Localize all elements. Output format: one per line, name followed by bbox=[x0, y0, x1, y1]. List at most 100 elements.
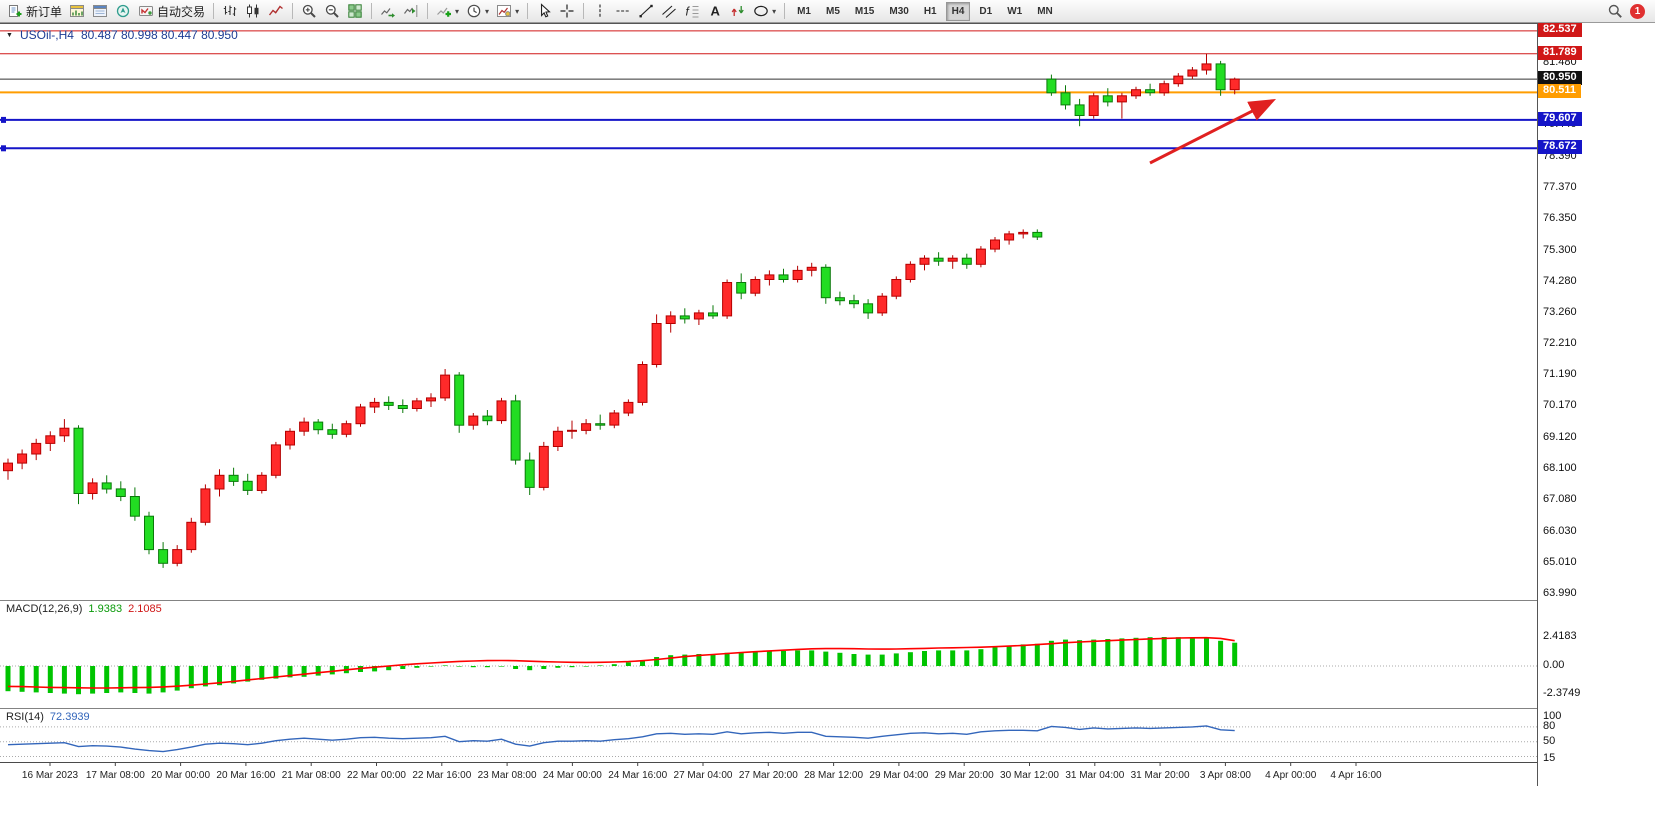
new-order-button-label: 新订单 bbox=[26, 4, 63, 19]
price-axis[interactable]: 81.48079.44078.39077.37076.35075.30074.2… bbox=[1537, 22, 1655, 786]
macd-main-value: 1.9383 bbox=[88, 603, 123, 615]
fibonacci-button[interactable]: f bbox=[681, 1, 703, 21]
macd-panel[interactable]: MACD(12,26,9) 1.9383 2.1085 bbox=[0, 600, 1537, 708]
shapes-button[interactable]: ▾ bbox=[750, 1, 779, 21]
arrows-button[interactable] bbox=[727, 1, 749, 21]
trend-arrow-annotation[interactable] bbox=[1149, 98, 1277, 165]
chevron-down-icon[interactable]: ▾ bbox=[772, 6, 777, 16]
chart-workspace: ▼ USOil-,H4 80.487 80.998 80.447 80.950 … bbox=[0, 22, 1655, 786]
toolbar-separator bbox=[527, 3, 529, 19]
rsi-panel[interactable]: RSI(14) 72.3939 bbox=[0, 708, 1537, 762]
price-axis-label: 70.170 bbox=[1543, 399, 1577, 412]
candlestick-chart-button[interactable] bbox=[242, 1, 264, 21]
fibonacci-icon: f bbox=[684, 3, 700, 19]
price-chart-panel[interactable]: ▼ USOil-,H4 80.487 80.998 80.447 80.950 bbox=[0, 23, 1537, 600]
text-button[interactable]: A bbox=[704, 1, 726, 21]
auto-scroll-button[interactable] bbox=[377, 1, 399, 21]
channel-button[interactable] bbox=[658, 1, 680, 21]
chart-window-button[interactable] bbox=[66, 1, 88, 21]
time-label: 17 Mar 08:00 bbox=[86, 770, 145, 781]
navigator-icon bbox=[115, 3, 131, 19]
price-chart[interactable] bbox=[0, 24, 1537, 599]
trendline-button[interactable] bbox=[635, 1, 657, 21]
indicators-button[interactable]: ▾ bbox=[433, 1, 462, 21]
market-watch-button[interactable] bbox=[89, 1, 111, 21]
bar-chart-icon bbox=[222, 3, 238, 19]
line-chart-button[interactable] bbox=[265, 1, 287, 21]
timeframe-h1-button[interactable]: H1 bbox=[923, 5, 937, 17]
crosshair-button[interactable] bbox=[556, 1, 578, 21]
time-label: 22 Mar 16:00 bbox=[412, 770, 471, 781]
macd-label: MACD(12,26,9) bbox=[6, 603, 83, 615]
time-label: 27 Mar 04:00 bbox=[674, 770, 733, 781]
timeframe-mn-button[interactable]: MN bbox=[1037, 5, 1053, 17]
svg-text:A: A bbox=[711, 4, 721, 19]
notification-badge[interactable]: 1 bbox=[1630, 3, 1645, 19]
price-axis-label: 71.190 bbox=[1543, 368, 1577, 381]
zoom-in-icon bbox=[301, 3, 317, 19]
templates-button[interactable]: ▾ bbox=[493, 1, 522, 21]
timeframe-m1-button[interactable]: M1 bbox=[797, 5, 811, 17]
time-label: 3 Apr 08:00 bbox=[1200, 770, 1252, 781]
chevron-down-icon[interactable]: ▾ bbox=[515, 6, 520, 16]
rsi-axis-label: 50 bbox=[1543, 734, 1556, 747]
timeframe-d1-button[interactable]: D1 bbox=[979, 5, 993, 17]
indicators-icon bbox=[436, 3, 452, 19]
candlestick-series bbox=[3, 53, 1240, 568]
timeframe-m5-button[interactable]: M5 bbox=[826, 5, 840, 17]
time-label: 23 Mar 08:00 bbox=[478, 770, 537, 781]
price-tag-82.537: 82.537 bbox=[1538, 22, 1582, 37]
price-axis-label: 75.300 bbox=[1543, 243, 1577, 256]
chart-shift-button[interactable] bbox=[400, 1, 422, 21]
chart-menu-icon[interactable]: ▼ bbox=[6, 31, 13, 39]
time-label: 27 Mar 20:00 bbox=[739, 770, 798, 781]
tile-windows-icon bbox=[347, 3, 363, 19]
bar-chart-button[interactable] bbox=[219, 1, 241, 21]
auto-scroll-icon bbox=[380, 3, 396, 19]
macd-signal-line bbox=[7, 636, 1235, 689]
chart-panels: ▼ USOil-,H4 80.487 80.998 80.447 80.950 … bbox=[0, 23, 1537, 786]
zoom-out-button[interactable] bbox=[321, 1, 343, 21]
zoom-out-icon bbox=[324, 3, 340, 19]
market-watch-icon bbox=[92, 3, 108, 19]
time-axis[interactable]: 16 Mar 2023 17 Mar 08:00 20 Mar 00:00 20 Ma… bbox=[0, 762, 1537, 786]
horizontal-lines[interactable] bbox=[0, 30, 1537, 152]
periods-icon bbox=[466, 3, 482, 19]
tile-windows-button[interactable] bbox=[344, 1, 366, 21]
zoom-in-button[interactable] bbox=[298, 1, 320, 21]
price-axis-label: 72.210 bbox=[1543, 337, 1577, 350]
periods-button[interactable]: ▾ bbox=[463, 1, 492, 21]
templates-icon bbox=[496, 3, 512, 19]
toolbar-button-groups: 新订单 自动交易 ▾ ▾ ▾ f A ▾ M1 M5 M15 M30 H1 H4 D1 W1 MN bbox=[4, 1, 1060, 21]
trendline-icon bbox=[638, 3, 654, 19]
hline-icon bbox=[615, 3, 631, 19]
rsi-label: RSI(14) bbox=[6, 711, 44, 723]
chevron-down-icon[interactable]: ▾ bbox=[455, 6, 460, 16]
timeframe-h4-button[interactable]: H4 bbox=[945, 1, 971, 21]
macd-histogram bbox=[5, 637, 1238, 695]
macd-chart[interactable] bbox=[0, 601, 1537, 707]
search-icon[interactable] bbox=[1607, 3, 1623, 19]
toolbar-separator bbox=[427, 3, 429, 19]
main-toolbar: 新订单 自动交易 ▾ ▾ ▾ f A ▾ M1 M5 M15 M30 H1 H4 D1 W1 MN 1 bbox=[0, 0, 1655, 23]
cursor-button[interactable] bbox=[533, 1, 555, 21]
navigator-button[interactable] bbox=[112, 1, 134, 21]
autotrade-icon bbox=[138, 3, 154, 19]
rsi-chart[interactable] bbox=[0, 709, 1537, 761]
vertical-line-button[interactable] bbox=[589, 1, 611, 21]
time-label: 22 Mar 00:00 bbox=[347, 770, 406, 781]
vline-icon bbox=[592, 3, 608, 19]
chevron-down-icon[interactable]: ▾ bbox=[485, 6, 490, 16]
timeframe-m15-button[interactable]: M15 bbox=[854, 5, 875, 17]
rsi-axis-label: 100 bbox=[1543, 710, 1562, 722]
price-axis-label: 76.350 bbox=[1543, 211, 1577, 224]
time-label: 29 Mar 20:00 bbox=[935, 770, 994, 781]
timeframe-w1-button[interactable]: W1 bbox=[1007, 5, 1023, 17]
crosshair-icon bbox=[559, 3, 575, 19]
timeframe-m30-button[interactable]: M30 bbox=[889, 5, 909, 17]
horizontal-line-button[interactable] bbox=[612, 1, 634, 21]
price-axis-label: 67.080 bbox=[1543, 493, 1577, 506]
rsi-axis-label: 80 bbox=[1543, 719, 1556, 732]
autotrade-button[interactable]: 自动交易 bbox=[135, 1, 208, 21]
new-order-button[interactable]: 新订单 bbox=[4, 1, 65, 21]
